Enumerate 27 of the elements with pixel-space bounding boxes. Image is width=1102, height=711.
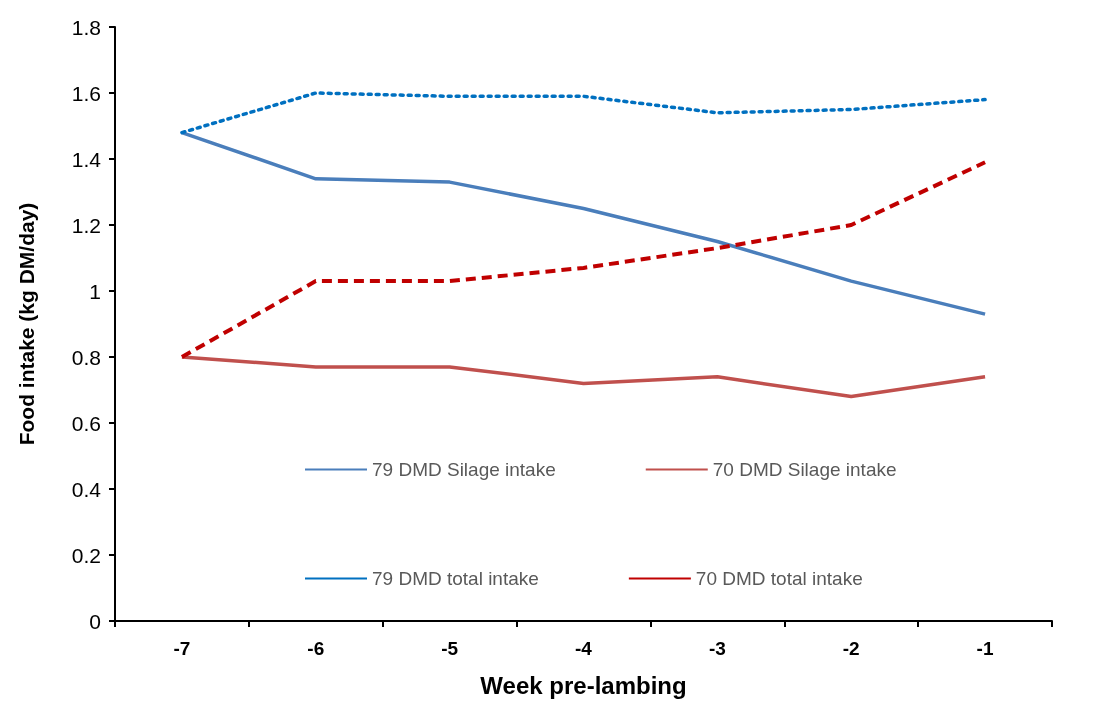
x-tick-label: -6 xyxy=(307,638,325,659)
line-series xyxy=(179,160,988,359)
y-tick-label: 0.4 xyxy=(71,477,102,501)
y-tick-label: 1.2 xyxy=(71,213,101,237)
y-axis-title: Food intake (kg DM/day) xyxy=(15,202,38,446)
x-tick-label: -2 xyxy=(842,638,860,659)
x-tick-label: -4 xyxy=(575,638,593,659)
legend-label: 70 DMD total intake xyxy=(695,568,863,589)
x-tick-label: -7 xyxy=(173,638,191,659)
line-series xyxy=(180,130,987,316)
y-tick-label: 0.2 xyxy=(71,543,101,567)
y-tick-label: 0.6 xyxy=(71,411,101,435)
x-tick-label: -1 xyxy=(976,638,994,659)
y-tick-label: 0 xyxy=(89,609,101,633)
y-tick-label: 1.6 xyxy=(71,81,101,105)
line-series xyxy=(180,355,987,399)
x-tick-label: -3 xyxy=(708,638,726,659)
y-tick-label: 0.8 xyxy=(71,345,101,369)
line-series xyxy=(180,91,987,135)
legend-label: 70 DMD Silage intake xyxy=(712,459,897,480)
legend-label: 79 DMD total intake xyxy=(372,568,539,589)
y-tick-label: 1 xyxy=(89,279,101,303)
y-tick-label: 1.8 xyxy=(71,15,101,39)
legend-label: 79 DMD Silage intake xyxy=(372,459,556,480)
x-tick-label: -5 xyxy=(441,638,459,659)
y-tick-label: 1.4 xyxy=(71,147,102,171)
x-axis-title: Week pre-lambing xyxy=(480,671,687,699)
